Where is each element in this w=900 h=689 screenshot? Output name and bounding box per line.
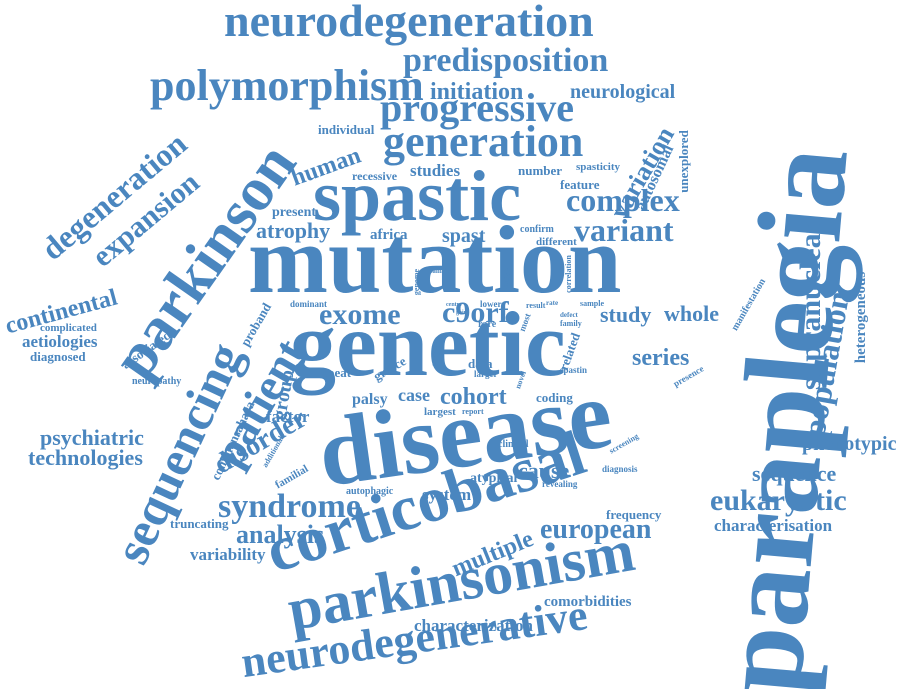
word-series: series	[632, 345, 690, 371]
word-truncating: truncating	[170, 516, 229, 531]
word-cohort: cohort	[440, 384, 507, 410]
word-coding: coding	[536, 390, 573, 405]
word-exome: exome	[319, 298, 401, 331]
word-diagnosis: diagnosis	[602, 464, 638, 474]
word-c9orf: c9orf	[442, 296, 509, 329]
word-dominant: dominant	[290, 299, 328, 309]
word-initiation: initiation	[430, 79, 524, 105]
word-spastic: spastic	[313, 156, 522, 236]
word-report: report	[462, 407, 484, 416]
word-frequency: frequency	[606, 507, 662, 522]
word-comorbidities: comorbidities	[544, 594, 632, 610]
word-result: result	[526, 301, 546, 310]
word-africa: africa	[370, 227, 408, 243]
word-correlation: correlation	[563, 255, 573, 293]
word-neurodegeneration: neurodegeneration	[224, 0, 594, 46]
word-characterisation: characterisation	[714, 516, 833, 535]
word-european: european	[540, 514, 652, 545]
word-study: study	[600, 302, 652, 327]
word-recessive: recessive	[352, 169, 398, 183]
word-case: case	[398, 385, 430, 405]
word-present: present	[272, 205, 317, 220]
word-feature: feature	[560, 177, 600, 192]
word-revealing: revealing	[542, 479, 578, 489]
word-rate: rate	[546, 299, 559, 307]
word-larger: larger	[474, 369, 498, 379]
word-analysis: analysis	[236, 520, 325, 549]
word-gain: gain	[456, 310, 468, 316]
word-largest: largest	[424, 406, 456, 418]
word-characterization: characterization	[414, 616, 533, 635]
word-studies: studies	[410, 161, 461, 180]
word-spastin: spastin	[560, 365, 588, 375]
word-system: system	[422, 485, 472, 504]
word-psychiatric: psychiatric	[40, 425, 144, 450]
word-lower: lower	[480, 299, 502, 309]
word-syndrome: syndrome	[218, 488, 361, 525]
word-sample: sample	[580, 299, 604, 308]
word-eukaryotic: eukaryotic	[710, 484, 847, 517]
word-number: number	[518, 163, 563, 178]
word-variant: variant	[574, 212, 674, 248]
word-generation: generation	[383, 117, 584, 166]
word-cause: cause	[518, 458, 570, 483]
word-progressive: progressive	[380, 85, 575, 130]
word-spast: spast	[442, 225, 486, 247]
word-variability: variability	[190, 545, 266, 564]
word-mutation: mutation	[248, 206, 622, 313]
word-repeat: repeat	[316, 365, 352, 380]
word-centre: centre	[446, 302, 462, 308]
word-individual: individual	[318, 122, 375, 137]
word-defect: defect	[560, 311, 578, 319]
word-whole: whole	[664, 301, 719, 326]
word-technologies: technologies	[28, 445, 143, 470]
word-genetic: genetic	[290, 293, 566, 395]
word-genome: genome	[412, 268, 422, 296]
word-palsy: palsy	[352, 391, 388, 408]
word-atrophy: atrophy	[256, 218, 331, 243]
word-sequence: sequence	[752, 461, 837, 486]
word-polymorphism: polymorphism	[150, 61, 424, 110]
word-factor: factor	[266, 407, 310, 426]
word-family: family	[560, 319, 582, 328]
word-diagnosed: diagnosed	[30, 349, 86, 364]
word-neurological: neurological	[570, 81, 676, 103]
word-rare: rare	[478, 319, 497, 330]
word-clinical: clinical	[498, 439, 529, 450]
word-different: different	[536, 236, 577, 248]
word-families: families	[430, 267, 454, 275]
word-confirm: confirm	[520, 224, 554, 235]
word-neuropathy: neuropathy	[132, 376, 182, 387]
word-paraplegia: paraplegia	[692, 141, 873, 689]
word-phenotypic: phenotypic	[802, 433, 897, 455]
word-aetiologies: aetiologies	[22, 332, 98, 351]
word-spasticity: spasticity	[576, 161, 620, 173]
word-complex: complex	[566, 182, 680, 218]
word-heterogeneous: heterogeneous	[853, 271, 870, 364]
word-atypical: atypical	[470, 471, 518, 486]
word-data: data	[468, 356, 493, 371]
word-autophagic: autophagic	[346, 486, 394, 497]
word-complicated: complicated	[40, 322, 97, 334]
word-predisposition: predisposition	[403, 42, 609, 79]
